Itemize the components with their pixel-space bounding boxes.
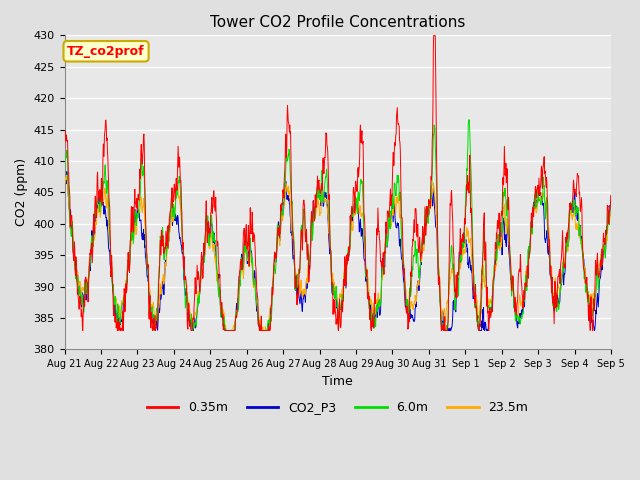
CO2_P3 [495,242,502,248]
CO2_P3 [61,192,68,198]
CO2_P3 [150,327,158,333]
6.0m [495,242,502,248]
0.35m [244,240,252,246]
23.5m [170,219,177,225]
0.35m [79,327,86,333]
Text: TZ_co2prof: TZ_co2prof [67,45,145,58]
X-axis label: Time: Time [323,374,353,387]
0.35m [543,180,551,186]
23.5m [424,219,431,225]
Line: CO2_P3: CO2_P3 [65,171,611,330]
CO2_P3 [607,204,615,210]
0.35m [607,192,615,198]
CO2_P3 [63,168,70,174]
CO2_P3 [183,289,191,295]
6.0m [61,167,68,173]
Legend: 0.35m, CO2_P3, 6.0m, 23.5m: 0.35m, CO2_P3, 6.0m, 23.5m [142,396,534,420]
6.0m [423,205,431,211]
23.5m [543,205,551,211]
0.35m [182,288,190,294]
23.5m [223,327,230,333]
6.0m [465,117,473,122]
6.0m [607,199,615,205]
CO2_P3 [424,211,431,216]
Line: 6.0m: 6.0m [65,120,611,330]
23.5m [607,212,615,218]
CO2_P3 [543,228,551,233]
0.35m [61,146,68,152]
23.5m [495,244,502,250]
6.0m [543,201,551,206]
0.35m [170,199,177,204]
23.5m [61,181,68,187]
0.35m [495,221,502,227]
Y-axis label: CO2 (ppm): CO2 (ppm) [15,158,28,227]
0.35m [430,33,438,38]
CO2_P3 [170,207,177,213]
Title: Tower CO2 Profile Concentrations: Tower CO2 Profile Concentrations [210,15,465,30]
CO2_P3 [244,258,252,264]
6.0m [182,295,190,301]
23.5m [182,284,190,289]
23.5m [63,172,70,178]
Line: 23.5m: 23.5m [65,175,611,330]
6.0m [150,327,158,333]
Line: 0.35m: 0.35m [65,36,611,330]
0.35m [423,204,431,209]
6.0m [244,255,252,261]
6.0m [170,213,177,218]
23.5m [244,256,252,262]
